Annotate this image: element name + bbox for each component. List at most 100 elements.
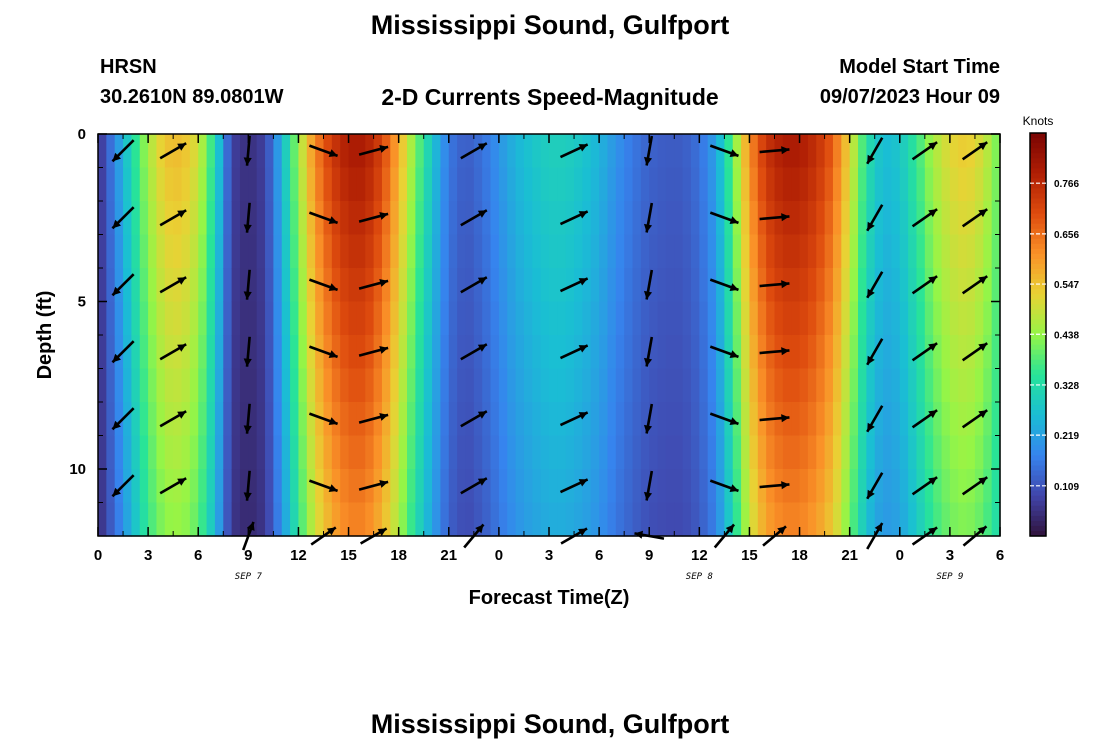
heatmap-cell — [490, 402, 500, 437]
heatmap-cell — [590, 435, 600, 470]
heatmap-cell — [239, 234, 249, 269]
heatmap-cell — [749, 368, 759, 403]
heatmap-cell — [231, 268, 241, 303]
heatmap-cell — [749, 234, 759, 269]
heatmap-cell — [356, 134, 366, 169]
heatmap-cell — [849, 134, 859, 169]
heatmap-cell — [214, 402, 224, 437]
heatmap-cell — [198, 435, 208, 470]
heatmap-cell — [640, 402, 650, 437]
current-arrow — [866, 137, 884, 165]
heatmap-cell — [440, 268, 450, 303]
heatmap-cell — [164, 301, 174, 336]
heatmap-cell — [782, 234, 792, 269]
heatmap-cell — [407, 201, 416, 236]
heatmap-cell — [189, 234, 199, 269]
heatmap-cell — [690, 469, 700, 504]
heatmap-cell — [432, 435, 442, 470]
heatmap-cell — [933, 234, 943, 269]
heatmap-cell — [173, 268, 183, 303]
heatmap-cell — [390, 368, 400, 403]
heatmap-cell — [189, 402, 199, 437]
heatmap-cell — [690, 301, 700, 336]
heatmap-cell — [123, 335, 133, 370]
heatmap-cell — [908, 502, 918, 537]
colorbar-segment — [1030, 208, 1046, 215]
heatmap-cell — [599, 469, 609, 504]
heatmap-cell — [306, 134, 316, 169]
colorbar-segment — [1030, 279, 1046, 285]
heatmap-cell — [465, 469, 475, 504]
heatmap-cell — [624, 335, 634, 370]
colorbar-segment — [1030, 344, 1046, 351]
heatmap-cell — [933, 469, 943, 504]
current-arrow — [961, 275, 988, 295]
heatmap-cell — [883, 335, 893, 370]
heatmap-cell — [448, 502, 458, 537]
heatmap-cell — [256, 335, 266, 370]
heatmap-cell — [640, 167, 650, 202]
heatmap-cell — [465, 402, 475, 437]
heatmap-cell — [181, 368, 191, 403]
heatmap-cell — [415, 469, 425, 504]
heatmap-cell — [883, 201, 893, 236]
heatmap-cell — [699, 268, 709, 303]
heatmap-cell — [373, 402, 383, 437]
y-axis-label: Depth (ft) — [34, 291, 56, 380]
heatmap-cell — [607, 134, 617, 169]
heatmap-cell — [958, 368, 968, 403]
heatmap-cell — [198, 335, 208, 370]
colorbar-segment — [1030, 480, 1046, 487]
heatmap-cell — [966, 368, 976, 403]
heatmap-cell — [507, 234, 517, 269]
heatmap-cell — [515, 469, 525, 504]
heatmap-cell — [231, 234, 241, 269]
heatmap-cell — [966, 435, 976, 470]
current-arrow — [243, 403, 252, 434]
colorbar-segment — [1030, 213, 1046, 220]
heatmap-cell — [532, 134, 542, 169]
heatmap-cell — [649, 368, 659, 403]
heatmap-cell — [164, 368, 174, 403]
heatmap-cell — [874, 335, 884, 370]
heatmap-cell — [315, 469, 325, 504]
heatmap-cell — [958, 268, 968, 303]
heatmap-cell — [206, 402, 216, 437]
heatmap-cell — [657, 134, 667, 169]
heatmap-cell — [649, 201, 659, 236]
heatmap-cell — [841, 134, 851, 169]
heatmap-cell — [523, 402, 533, 437]
heatmap-cell — [624, 268, 634, 303]
heatmap-cell — [674, 368, 684, 403]
heatmap-cell — [148, 167, 158, 202]
heatmap-cell — [924, 368, 934, 403]
heatmap-cell — [156, 502, 166, 537]
heatmap-cell — [181, 335, 191, 370]
heatmap-cell — [315, 301, 325, 336]
heatmap-cell — [858, 301, 867, 336]
heatmap-cell — [891, 502, 901, 537]
heatmap-cell — [799, 368, 809, 403]
heatmap-cell — [958, 234, 968, 269]
heatmap-cell — [507, 402, 517, 437]
heatmap-cell — [924, 502, 934, 537]
heatmap-cell — [590, 167, 600, 202]
heatmap-cell — [356, 268, 366, 303]
heatmap-cell — [824, 268, 834, 303]
x-tick-label: 12 — [691, 547, 708, 564]
current-arrow — [308, 278, 339, 292]
colorbar-segment — [1030, 460, 1046, 467]
heatmap-cell — [949, 167, 959, 202]
current-arrow — [643, 470, 654, 501]
heatmap-cell — [365, 435, 375, 470]
heatmap-cell — [181, 234, 191, 269]
heatmap-cell — [582, 502, 592, 537]
heatmap-cell — [440, 435, 450, 470]
heatmap-cell — [306, 402, 316, 437]
heatmap-cell — [331, 301, 341, 336]
current-arrow — [709, 479, 739, 493]
heatmap-cell — [690, 167, 700, 202]
heatmap-cell — [732, 402, 742, 437]
heatmap-cell — [507, 167, 517, 202]
heatmap-cell — [348, 335, 358, 370]
